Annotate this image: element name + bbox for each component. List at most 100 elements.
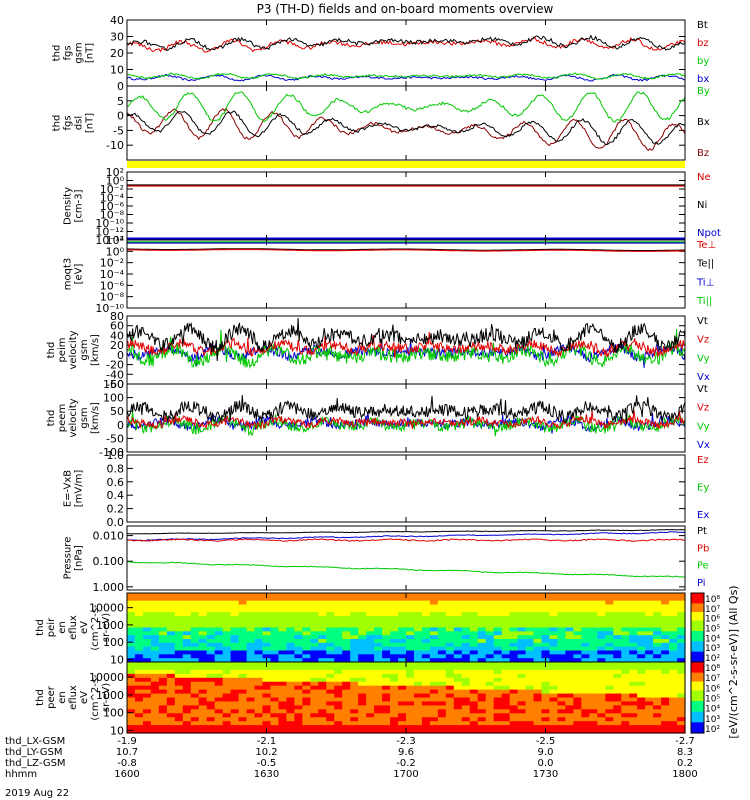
- cell-peir_eflux: [134, 646, 144, 652]
- cell-peer_eflux: [549, 689, 559, 695]
- cell-peir_eflux: [294, 650, 303, 655]
- cell-peer_eflux: [134, 709, 144, 714]
- cell-peer_eflux: [358, 689, 367, 695]
- cell-peir_eflux: [270, 612, 280, 617]
- cell-peer_eflux: [318, 713, 327, 718]
- cell-peir_eflux: [246, 593, 256, 598]
- cell-peer_eflux: [597, 669, 606, 675]
- cell-peer_eflux: [653, 673, 662, 679]
- legend-density-0: Ne: [697, 172, 711, 183]
- cell-peer_eflux: [390, 665, 399, 671]
- cell-peer_eflux: [182, 693, 192, 699]
- cell-peer_eflux: [677, 717, 686, 722]
- ytick-label-temperature-5: 10⁻⁸: [100, 291, 125, 304]
- cell-peir_eflux: [302, 635, 311, 640]
- cell-peir_eflux: [150, 627, 160, 632]
- cell-peer_eflux: [445, 697, 455, 703]
- cell-peer_eflux: [166, 669, 176, 675]
- cell-peer_eflux: [278, 701, 288, 706]
- cell-peer_eflux: [262, 713, 272, 718]
- cell-peir_eflux: [382, 631, 391, 636]
- cell-peer_eflux: [374, 662, 383, 667]
- ytick-label-peem_velocity-2: 0: [117, 419, 124, 432]
- cell-peer_eflux: [517, 669, 527, 675]
- cell-peer_eflux: [589, 662, 598, 667]
- cell-peir_eflux: [182, 619, 192, 625]
- cell-peir_eflux: [661, 604, 670, 609]
- cell-peir_eflux: [413, 593, 423, 598]
- cell-peer_eflux: [166, 729, 176, 734]
- cell-peer_eflux: [613, 662, 622, 667]
- cell-peer_eflux: [541, 697, 551, 703]
- cell-peir_eflux: [127, 623, 136, 629]
- legend-efield-2: Ex: [697, 510, 709, 521]
- cell-peer_eflux: [477, 729, 487, 734]
- colorbar-cell: [691, 646, 704, 649]
- cell-peir_eflux: [374, 642, 383, 648]
- cell-peer_eflux: [342, 709, 351, 714]
- cell-peer_eflux: [278, 669, 288, 675]
- cell-peer_eflux: [573, 677, 582, 683]
- cell-peer_eflux: [413, 725, 423, 730]
- cell-peer_eflux: [589, 673, 598, 679]
- cell-peir_eflux: [421, 654, 431, 659]
- cell-peir_eflux: [398, 642, 407, 648]
- cell-peer_eflux: [605, 709, 614, 714]
- cell-peir_eflux: [398, 654, 407, 659]
- cell-peer_eflux: [142, 681, 152, 687]
- cell-peir_eflux: [549, 623, 559, 629]
- ytick-label-fgs_mag-2: 20: [110, 47, 124, 60]
- cell-peir_eflux: [653, 616, 662, 621]
- legend-fgs_dsl-0: By: [697, 86, 710, 97]
- cell-peir_eflux: [158, 658, 168, 663]
- cell-peir_eflux: [485, 593, 495, 598]
- cell-peir_eflux: [302, 593, 311, 598]
- cell-peir_eflux: [421, 596, 431, 602]
- cell-peer_eflux: [222, 725, 232, 730]
- cell-peer_eflux: [429, 725, 439, 730]
- cell-peir_eflux: [613, 654, 622, 659]
- cell-peir_eflux: [142, 604, 152, 609]
- cell-peir_eflux: [294, 608, 303, 613]
- cell-peer_eflux: [358, 685, 367, 691]
- cell-peir_eflux: [669, 619, 678, 625]
- cell-peir_eflux: [158, 646, 168, 652]
- cell-peir_eflux: [509, 600, 519, 606]
- cell-peer_eflux: [366, 677, 375, 683]
- cell-peir_eflux: [669, 623, 678, 629]
- cell-peir_eflux: [174, 642, 184, 648]
- cell-peir_eflux: [318, 658, 327, 663]
- cell-peir_eflux: [629, 616, 638, 621]
- cell-peir_eflux: [238, 631, 248, 636]
- cell-peer_eflux: [278, 681, 288, 687]
- cell-peir_eflux: [629, 619, 638, 625]
- cell-peer_eflux: [222, 689, 232, 695]
- cell-peer_eflux: [382, 701, 391, 706]
- cell-peer_eflux: [461, 677, 471, 683]
- cell-peer_eflux: [150, 665, 160, 671]
- cell-peir_eflux: [382, 593, 391, 598]
- cell-peir_eflux: [294, 627, 303, 632]
- cell-peer_eflux: [310, 673, 319, 679]
- cell-peir_eflux: [565, 650, 574, 655]
- cell-peir_eflux: [406, 608, 415, 613]
- cell-peir_eflux: [605, 608, 614, 613]
- cell-peir_eflux: [318, 631, 327, 636]
- cell-peer_eflux: [645, 673, 654, 679]
- cell-peir_eflux: [525, 608, 535, 613]
- colorbar-cell: [691, 656, 704, 660]
- cell-peir_eflux: [262, 608, 272, 613]
- cell-peer_eflux: [533, 717, 543, 722]
- cell-peir_eflux: [509, 631, 519, 636]
- cell-peer_eflux: [334, 729, 343, 734]
- colorbar-cell: [691, 711, 704, 715]
- cell-peir_eflux: [318, 616, 327, 621]
- cell-peer_eflux: [533, 709, 543, 714]
- cell-peer_eflux: [342, 685, 351, 691]
- cell-peir_eflux: [127, 635, 136, 640]
- cell-peir_eflux: [413, 642, 423, 648]
- cell-peer_eflux: [286, 709, 295, 714]
- cell-peir_eflux: [374, 646, 383, 652]
- cell-peer_eflux: [294, 701, 303, 706]
